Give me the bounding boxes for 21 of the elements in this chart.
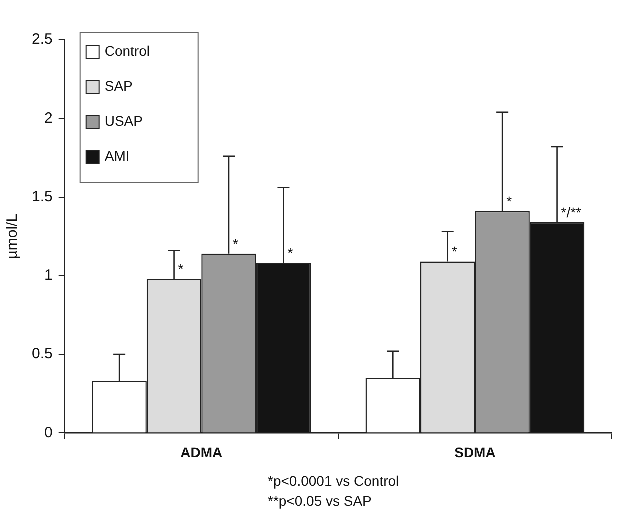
data-label: * <box>506 193 513 210</box>
y-tick-label: 1 <box>44 267 53 284</box>
data-label: * <box>452 244 458 260</box>
data-label: */** <box>561 204 582 220</box>
y-tick-label: 2.5 <box>32 31 53 48</box>
text: *p<0.0001 vs Control <box>268 472 400 489</box>
legend-label: USAP <box>104 112 143 129</box>
y-axis-title: µmol/L <box>4 214 22 260</box>
y-tick-label: 2 <box>44 110 53 127</box>
legend-label: Control <box>104 42 150 59</box>
y-tick-label: 0 <box>44 424 53 442</box>
data-label: * <box>288 245 294 262</box>
data-label: * <box>232 236 239 252</box>
x-tick-label: ADMA <box>180 444 223 460</box>
y-tick-label: 1.5 <box>32 188 53 206</box>
data-label: * <box>178 260 184 277</box>
legend-label: AMI <box>104 148 130 164</box>
x-tick-label: SDMA <box>454 444 496 460</box>
text: **p<0.05 vs SAP <box>268 492 372 509</box>
legend-label: SAP <box>104 78 133 94</box>
y-tick-label: 0.5 <box>32 346 53 363</box>
